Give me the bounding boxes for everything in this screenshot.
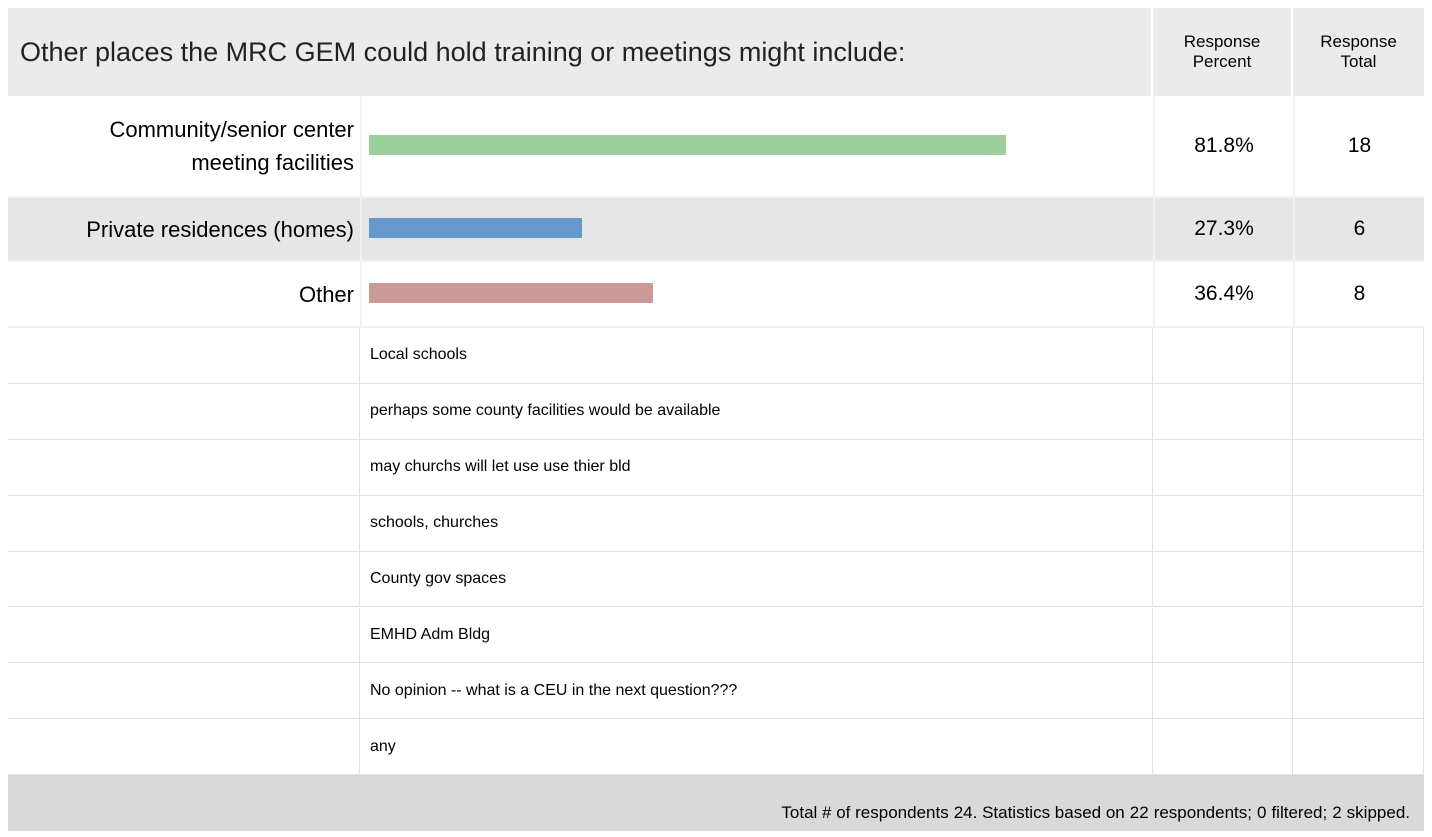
response-total: 8 — [1293, 262, 1424, 328]
response-total: 6 — [1293, 198, 1424, 262]
comment-blank — [1153, 439, 1293, 496]
bar — [369, 283, 653, 303]
bar — [369, 218, 582, 238]
footer-text: respondents; — [1153, 803, 1252, 822]
comment-text: Local schools — [360, 328, 1153, 384]
comment-blank — [1293, 495, 1424, 552]
footer-number: 2 — [1332, 803, 1342, 822]
comment-blank — [1293, 439, 1424, 496]
comment-blank — [1153, 383, 1293, 440]
comment-blank — [8, 551, 360, 608]
response-percent: 27.3% — [1153, 198, 1293, 262]
comment-blank — [1153, 495, 1293, 552]
comment-blank — [8, 383, 360, 440]
comment-blank — [1293, 551, 1424, 608]
option-label: Community/senior center meeting faciliti… — [8, 96, 360, 198]
bar-cell — [360, 262, 1153, 328]
header-title: Other places the MRC GEM could hold trai… — [8, 8, 1153, 96]
bar — [369, 135, 1007, 155]
comment-text: EMHD Adm Bldg — [360, 607, 1153, 664]
comment-text: County gov spaces — [360, 551, 1153, 608]
footer-text: filtered; — [1271, 803, 1328, 822]
comment-blank — [1153, 328, 1293, 384]
comment-blank — [8, 607, 360, 664]
header-total: Response Total — [1293, 8, 1424, 96]
comment-blank — [1153, 551, 1293, 608]
footer-number: 22 — [1129, 803, 1149, 822]
response-total: 18 — [1293, 96, 1424, 198]
comment-blank — [1293, 607, 1424, 664]
comment-blank — [1293, 663, 1424, 720]
comment-blank — [8, 495, 360, 552]
comment-blank — [1153, 719, 1293, 776]
comment-blank — [8, 663, 360, 720]
header-percent: Response Percent — [1153, 8, 1293, 96]
comment-text: any — [360, 719, 1153, 776]
option-label: Private residences (homes) — [8, 198, 360, 262]
footer-text: . Statistics based on — [972, 803, 1125, 822]
footer-text: Total # of respondents — [781, 803, 949, 822]
comment-blank — [8, 719, 360, 776]
bar-cell — [360, 96, 1153, 198]
comment-blank — [8, 328, 360, 384]
comment-blank — [1293, 383, 1424, 440]
response-percent: 36.4% — [1153, 262, 1293, 328]
comment-blank — [1293, 719, 1424, 776]
footer-number: 0 — [1256, 803, 1267, 822]
footer-text: skipped. — [1346, 803, 1410, 822]
footer: Total # of respondents 24. Statistics bas… — [8, 775, 1424, 831]
comment-text: may churchs will let use use thier bld — [360, 439, 1153, 496]
footer-number: 24 — [953, 803, 973, 822]
comment-text: No opinion -- what is a CEU in the next … — [360, 663, 1153, 720]
comment-blank — [1153, 607, 1293, 664]
comment-blank — [8, 439, 360, 496]
comment-blank — [1293, 328, 1424, 384]
response-percent: 81.8% — [1153, 96, 1293, 198]
comment-text: schools, churches — [360, 495, 1153, 552]
comment-blank — [1153, 663, 1293, 720]
option-label: Other — [8, 262, 360, 328]
comment-text: perhaps some county facilities would be … — [360, 383, 1153, 440]
